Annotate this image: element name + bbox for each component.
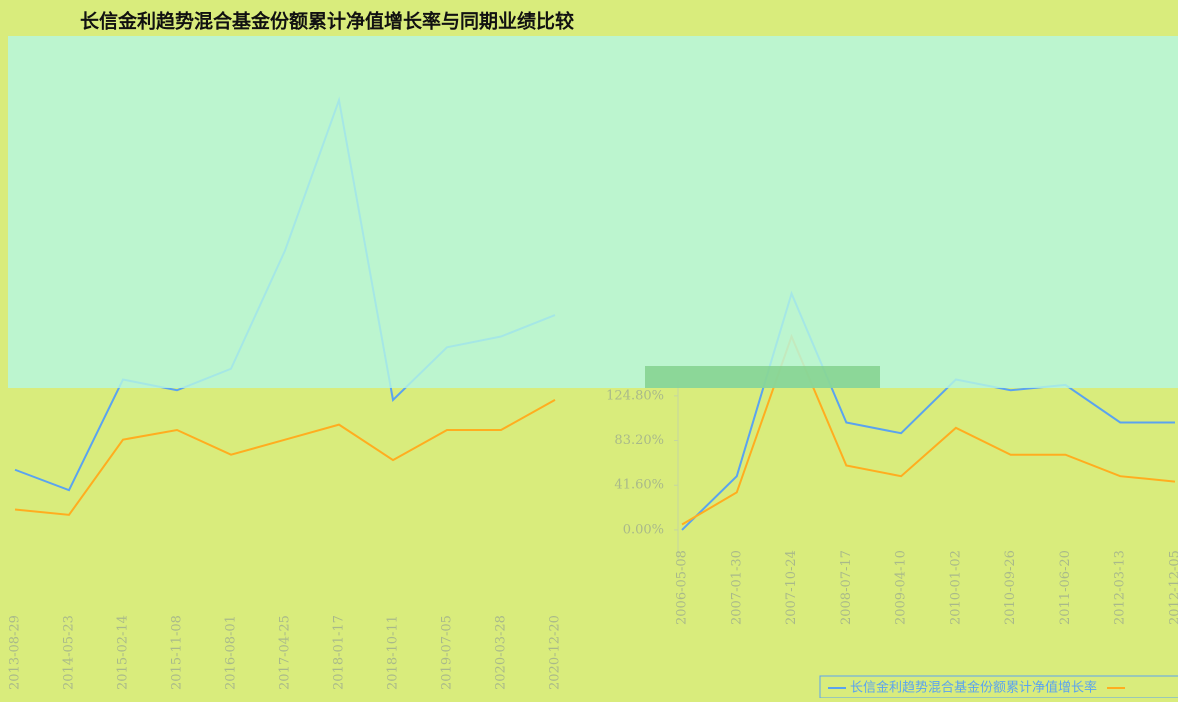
x-tick-label: 2006-05-08 — [675, 550, 690, 625]
x-tick-label: 2014-05-23 — [62, 615, 77, 690]
overlay-strip — [645, 366, 880, 388]
overlay — [8, 36, 1178, 388]
x-tick-label: 2012-03-13 — [1113, 550, 1128, 625]
x-tick-label: 2020-03-28 — [494, 615, 509, 690]
y-tick-label: 83.20% — [614, 433, 664, 448]
x-tick-label: 2016-08-01 — [224, 615, 239, 690]
x-tick-label: 2015-02-14 — [116, 615, 131, 690]
chart: 长信金利趋势混合基金份额累计净值增长率与同期业绩比较 2013-08-29 201… — [0, 0, 1178, 698]
x-tick-label: 2007-10-24 — [784, 550, 799, 625]
legend-label: 长信金利趋势混合基金份额累计净值增长率 — [850, 680, 1097, 696]
x-tick-label: 2008-07-17 — [839, 550, 854, 625]
y-tick-label: 41.60% — [614, 478, 664, 493]
x-tick-label: 2009-04-10 — [894, 550, 909, 625]
chart-title: 长信金利趋势混合基金份额累计净值增长率与同期业绩比较 — [80, 10, 574, 33]
y-tick-label: 124.80% — [606, 388, 664, 403]
x-tick-label: 2018-10-11 — [386, 615, 401, 690]
x-tick-label: 2019-07-05 — [440, 615, 455, 690]
x-tick-label: 2010-09-26 — [1003, 550, 1018, 625]
x-tick-label: 2012-12-05 — [1168, 550, 1178, 625]
x-tick-label: 2010-01-02 — [948, 550, 963, 625]
x-tick-label: 2013-08-29 — [8, 615, 23, 690]
x-tick-label: 2017-04-25 — [278, 615, 293, 690]
x-tick-label: 2007-01-30 — [729, 550, 744, 625]
x-tick-label: 2018-01-17 — [332, 615, 347, 690]
x-tick-label: 2020-12-20 — [548, 615, 563, 690]
x-tick-label: 2011-06-20 — [1058, 550, 1073, 625]
x-tick-label: 2015-11-08 — [170, 615, 185, 690]
series-line — [15, 400, 555, 515]
page: {"chart_data": [ {"type": "line", "title… — [0, 0, 1178, 698]
y-tick-label: 0.00% — [623, 522, 664, 537]
